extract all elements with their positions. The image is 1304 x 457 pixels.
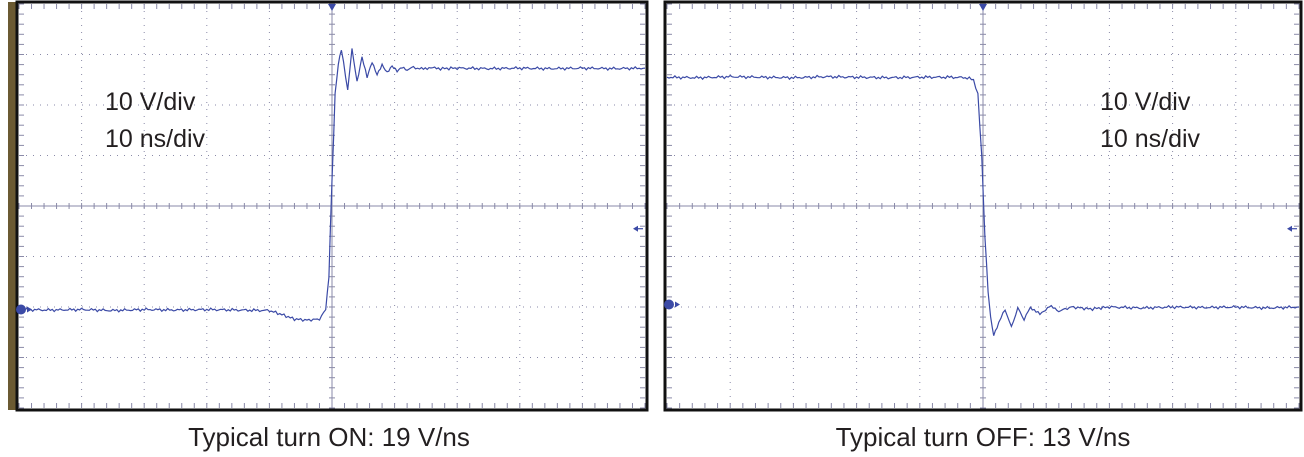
- ground-reference-marker: [664, 299, 674, 310]
- ground-reference-marker: [16, 304, 26, 315]
- trigger-position-marker: [979, 4, 987, 11]
- scope-screen-turn-off: 10 V/div 10 ns/div: [663, 0, 1303, 412]
- scope-panel-turn-off: 10 V/div 10 ns/div: [662, 0, 1304, 412]
- scope-left-bar: [8, 2, 17, 410]
- volts-per-div-label: 10 V/div: [105, 88, 196, 116]
- turn-off-caption: Typical turn OFF: 13 V/ns: [835, 422, 1131, 452]
- scope-screen-turn-on: 10 V/div 10 ns/div: [8, 0, 649, 412]
- turn-on-caption: Typical turn ON: 19 V/ns: [188, 422, 470, 452]
- time-per-div-label: 10 ns/div: [1100, 125, 1201, 153]
- time-per-div-label: 10 ns/div: [105, 125, 206, 153]
- scope-panel-turn-on: 10 V/div 10 ns/div: [8, 0, 650, 412]
- ground-reference-arrow: [675, 301, 680, 308]
- ground-reference-arrow: [27, 306, 32, 313]
- trigger-level-marker: [1287, 225, 1292, 232]
- volts-per-div-label: 10 V/div: [1100, 88, 1191, 116]
- waveform-trace: [18, 48, 646, 323]
- waveform-trace: [666, 74, 1300, 336]
- trigger-level-marker: [633, 225, 638, 232]
- trigger-position-marker: [328, 4, 336, 11]
